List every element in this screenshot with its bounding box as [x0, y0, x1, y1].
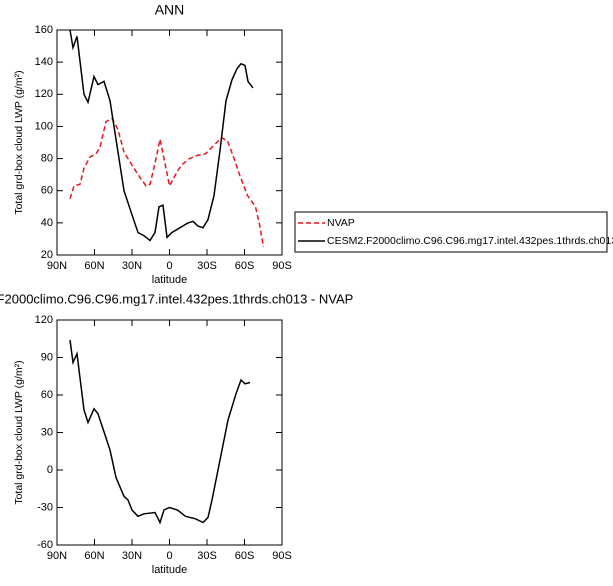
y-tick-label: 60 — [41, 185, 53, 197]
legend-label: NVAP — [327, 217, 355, 229]
x-tick-label: 60N — [84, 550, 104, 562]
x-tick-label: 60S — [235, 550, 255, 562]
y-tick-label: 120 — [35, 314, 53, 326]
x-tick-label: 60N — [84, 260, 104, 272]
y-tick-label: -60 — [37, 539, 53, 551]
y-tick-label: 160 — [35, 24, 53, 36]
y-tick-label: 140 — [35, 56, 53, 68]
legend-label: CESM2.F2000climo.C96.C96.mg17.intel.432p… — [327, 235, 613, 247]
chart-title: ANN — [155, 2, 185, 18]
x-tick-label: 90N — [47, 260, 67, 272]
data-line — [69, 339, 251, 525]
data-line — [69, 117, 265, 248]
y-tick-label: -30 — [37, 501, 53, 513]
x-tick-label: 90S — [272, 260, 292, 272]
y-tick-label: 60 — [41, 389, 53, 401]
y-axis-label: Total grd-box cloud LWP (g/m²) — [13, 70, 25, 214]
data-line — [69, 29, 254, 242]
x-axis-label: latitude — [152, 274, 187, 286]
plot-frame — [56, 29, 283, 256]
y-tick-label: 100 — [35, 120, 53, 132]
x-tick-label: 0 — [166, 550, 172, 562]
x-tick-label: 30N — [122, 260, 142, 272]
y-axis-label: Total grd-box cloud LWP (g/m²) — [13, 360, 25, 504]
y-tick-label: 40 — [41, 217, 53, 229]
x-tick-label: 30S — [197, 550, 217, 562]
x-tick-label: 30S — [197, 260, 217, 272]
x-tick-label: 0 — [166, 260, 172, 272]
y-tick-label: 30 — [41, 426, 53, 438]
x-tick-label: 60S — [235, 260, 255, 272]
x-tick-label: 30N — [122, 550, 142, 562]
plot-frame — [56, 319, 283, 546]
x-axis-label: latitude — [152, 564, 187, 576]
y-tick-label: 120 — [35, 88, 53, 100]
y-tick-label: 0 — [47, 464, 53, 476]
chart-title: 2.F2000climo.C96.C96.mg17.intel.432pes.1… — [0, 291, 353, 306]
y-tick-label: 90 — [41, 351, 53, 363]
y-tick-label: 20 — [41, 249, 53, 261]
legend-box — [294, 211, 608, 253]
x-tick-label: 90N — [47, 550, 67, 562]
x-tick-label: 90S — [272, 550, 292, 562]
y-tick-label: 80 — [41, 152, 53, 164]
